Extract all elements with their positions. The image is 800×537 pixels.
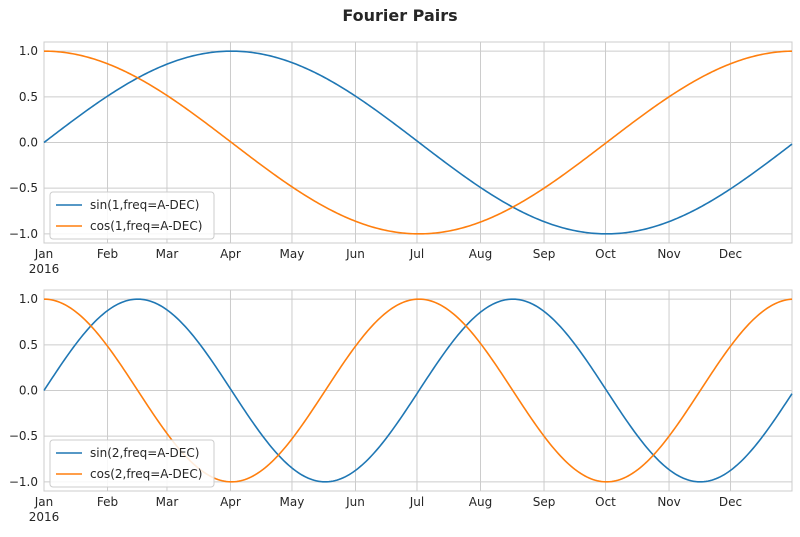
y-tick-label: 0.5: [19, 338, 38, 352]
x-tick-label: Oct: [595, 495, 616, 509]
x-tick-label: Jan: [34, 495, 54, 509]
legend-label: cos(1,freq=A-DEC): [90, 219, 202, 233]
legend-label: sin(1,freq=A-DEC): [90, 198, 199, 212]
x-tick-label: Feb: [97, 495, 118, 509]
x-year-label: 2016: [29, 262, 60, 276]
x-tick-label: Feb: [97, 247, 118, 261]
x-tick-label: May: [280, 247, 305, 261]
x-tick-label: Aug: [469, 247, 492, 261]
y-tick-label: 1.0: [19, 292, 38, 306]
series-line-sin-1: [43, 50, 793, 235]
y-tick-label: −1.0: [9, 475, 38, 489]
y-tick-label: 0.0: [19, 136, 38, 150]
x-tick-label: Jul: [409, 247, 424, 261]
x-tick-label: Apr: [220, 247, 241, 261]
x-tick-label: Jan: [34, 247, 54, 261]
y-tick-label: 0.0: [19, 384, 38, 398]
y-tick-label: 0.5: [19, 90, 38, 104]
x-year-label: 2016: [29, 510, 60, 524]
legend-label: sin(2,freq=A-DEC): [90, 446, 199, 460]
series-line-cos-1: [43, 50, 793, 235]
x-tick-label: Jun: [345, 495, 365, 509]
x-tick-label: Mar: [156, 247, 179, 261]
series-line-sin-2: [43, 298, 793, 483]
figure-title: Fourier Pairs: [342, 6, 458, 25]
x-tick-label: Nov: [657, 495, 680, 509]
x-tick-label: Sep: [533, 247, 556, 261]
x-tick-label: Oct: [595, 247, 616, 261]
x-tick-label: Jun: [345, 247, 365, 261]
y-tick-label: −0.5: [9, 429, 38, 443]
series-line-cos-2: [43, 298, 793, 483]
legend-box: [49, 439, 215, 488]
x-tick-label: Dec: [719, 247, 742, 261]
legend-box: [49, 191, 215, 240]
x-tick-label: Jul: [409, 495, 424, 509]
x-tick-label: Aug: [469, 495, 492, 509]
y-tick-label: 1.0: [19, 44, 38, 58]
y-tick-label: −1.0: [9, 227, 38, 241]
legend-label: cos(2,freq=A-DEC): [90, 467, 202, 481]
y-tick-label: −0.5: [9, 181, 38, 195]
x-tick-label: Sep: [533, 495, 556, 509]
x-tick-label: May: [280, 495, 305, 509]
x-tick-label: Nov: [657, 247, 680, 261]
x-tick-label: Apr: [220, 495, 241, 509]
x-tick-label: Mar: [156, 495, 179, 509]
x-tick-label: Dec: [719, 495, 742, 509]
